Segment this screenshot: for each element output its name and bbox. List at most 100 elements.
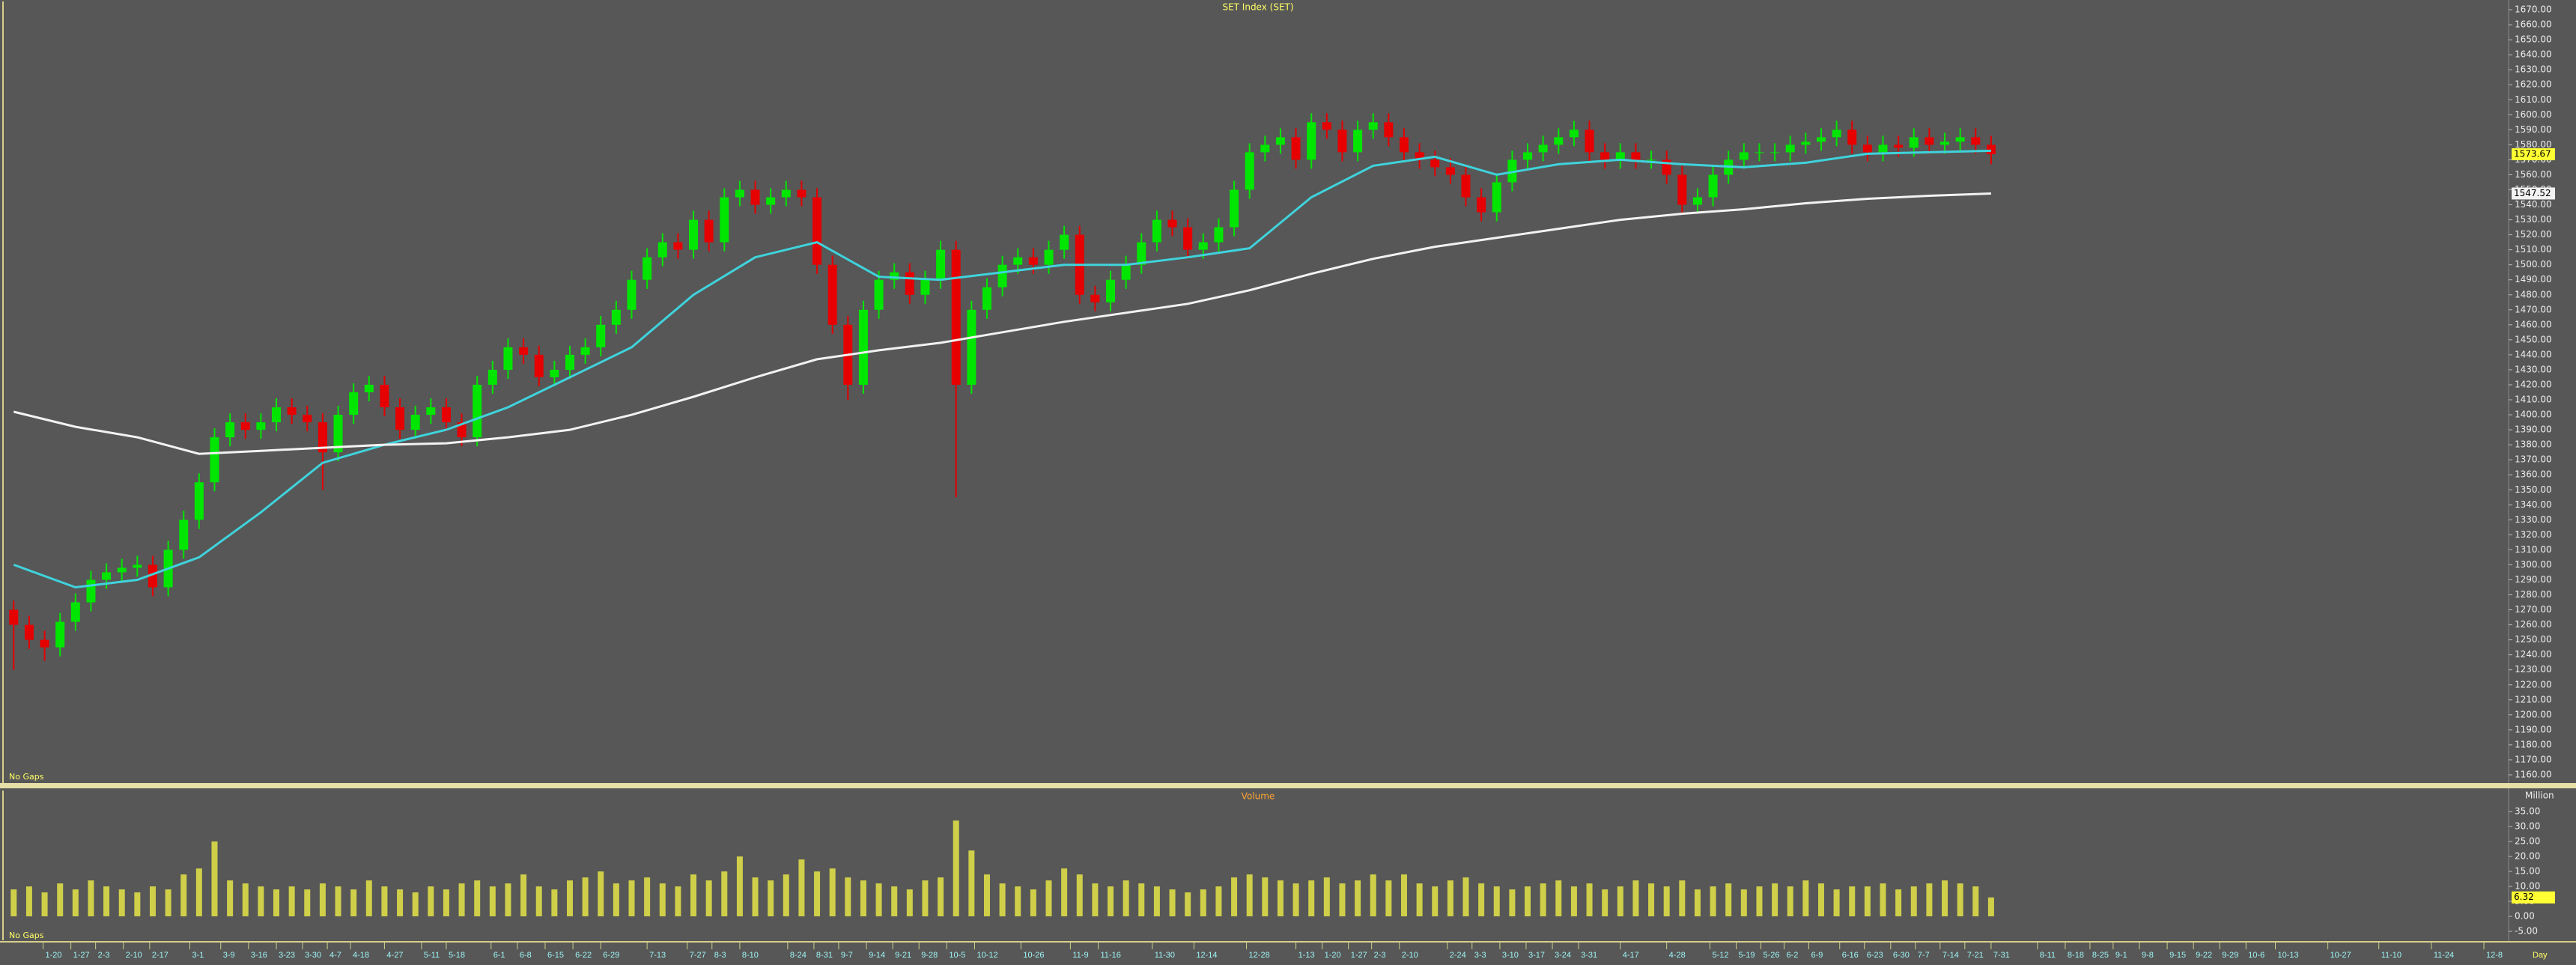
x-tick-label: 3-10 [1502,951,1519,960]
candle-body [905,272,914,295]
candle-body [1816,137,1826,142]
y-tick-label: 1630.00 [2515,64,2552,75]
candle-body [1492,182,1501,213]
y-tick-label: 30.00 [2515,821,2540,832]
x-tick-label: 5-11 [424,951,440,960]
volume-title: Volume [1242,791,1275,802]
volume-bar [1153,886,1160,916]
y-tick-label: 1590.00 [2515,124,2552,135]
volume-bar [319,883,326,916]
volume-bar [1370,874,1376,916]
x-tick-label: 8-3 [714,951,726,960]
candle-body [827,264,837,325]
ma-last-label: 1547.52 [2514,188,2551,198]
candle-body [657,242,667,258]
x-tick-label: 11-30 [1155,951,1175,960]
candle-body [1028,257,1038,265]
volume-bar [258,886,264,916]
volume-bar [1308,880,1315,916]
candle-body [1399,137,1409,153]
x-tick-label: 1-20 [46,951,62,960]
x-tick-label: 4-28 [1669,951,1686,960]
candle-body [766,197,776,205]
x-tick-label: 5-26 [1764,951,1780,960]
panel-separator [0,783,2576,788]
volume-bar [1432,886,1439,916]
candle-body [1925,137,1934,145]
candle-body [318,422,327,453]
candle-body [1692,197,1702,205]
y-tick-label: 1180.00 [2515,739,2552,749]
volume-bar [180,874,187,916]
volume-bar [983,874,990,916]
candle-body [1955,137,1965,142]
y-tick-label: 1470.00 [2515,304,2552,314]
y-tick-label: 1290.00 [2515,574,2552,585]
volume-bar [1169,889,1176,916]
candle-body [951,249,961,385]
candle-body [1631,152,1641,160]
x-tick-label: 9-8 [2142,951,2154,960]
candle-body [133,564,142,568]
candle-body [1307,122,1316,160]
candle-body [179,520,189,550]
volume-bar [1015,886,1021,916]
candle-body [1847,130,1857,145]
volume-bar [103,886,110,916]
y-tick-label: 1330.00 [2515,514,2552,525]
volume-bar [1246,874,1253,916]
x-tick-label: 10-12 [976,951,997,960]
candle-body [1554,137,1564,145]
volume-bar [1262,877,1269,916]
candle-body [982,287,991,310]
y-tick-label: 1600.00 [2515,109,2552,120]
y-tick-label: 1670.00 [2515,4,2552,15]
candle-body [1445,167,1455,175]
x-tick-label: 12-14 [1196,951,1217,960]
y-tick-label: 1410.00 [2515,395,2552,405]
volume-bar [165,889,171,916]
candle-body [194,482,204,520]
x-tick-label: 4-17 [1623,951,1639,960]
volume-bar [613,883,619,916]
volume-bar [938,877,944,916]
candle-body [1152,219,1161,243]
x-tick-label: 3-17 [1528,951,1545,960]
volume-bar [88,880,94,916]
y-tick-label: 1300.00 [2515,559,2552,570]
volume-bar [10,889,17,916]
x-tick-label: 1-20 [1325,951,1341,960]
volume-bar [1710,886,1716,916]
volume-bar [721,871,728,916]
x-tick-label: 2-17 [152,951,168,960]
volume-bar [397,889,404,916]
volume-bar [1864,886,1871,916]
candle-body [1569,130,1579,138]
volume-bar [1277,880,1284,916]
y-tick-label: 1240.00 [2515,649,2552,660]
x-tick-label: 2-3 [98,951,110,960]
volume-bar [814,871,821,916]
volume-bar [1447,880,1453,916]
candle-body [40,639,49,648]
candle-body [225,422,235,438]
candle-body [1198,242,1208,250]
volume-bar [1802,880,1809,916]
last-price-label-box [2512,148,2555,161]
candle-body [812,197,822,265]
candle-body [1523,152,1533,160]
volume-bar [675,886,681,916]
candle-body [750,189,760,205]
y-tick-label: 10.00 [2515,881,2540,892]
volume-bar [489,886,496,916]
volume-bar [25,886,32,916]
candle-body [1368,122,1378,130]
volume-bar [1895,889,1902,916]
candle-body [1971,137,1981,145]
y-tick-label: 1610.00 [2515,94,2552,105]
moving-average [13,192,1991,455]
volume-bar [1926,883,1933,916]
ma-last-label-box [2512,187,2555,200]
x-tick-label: 3-31 [1581,951,1597,960]
